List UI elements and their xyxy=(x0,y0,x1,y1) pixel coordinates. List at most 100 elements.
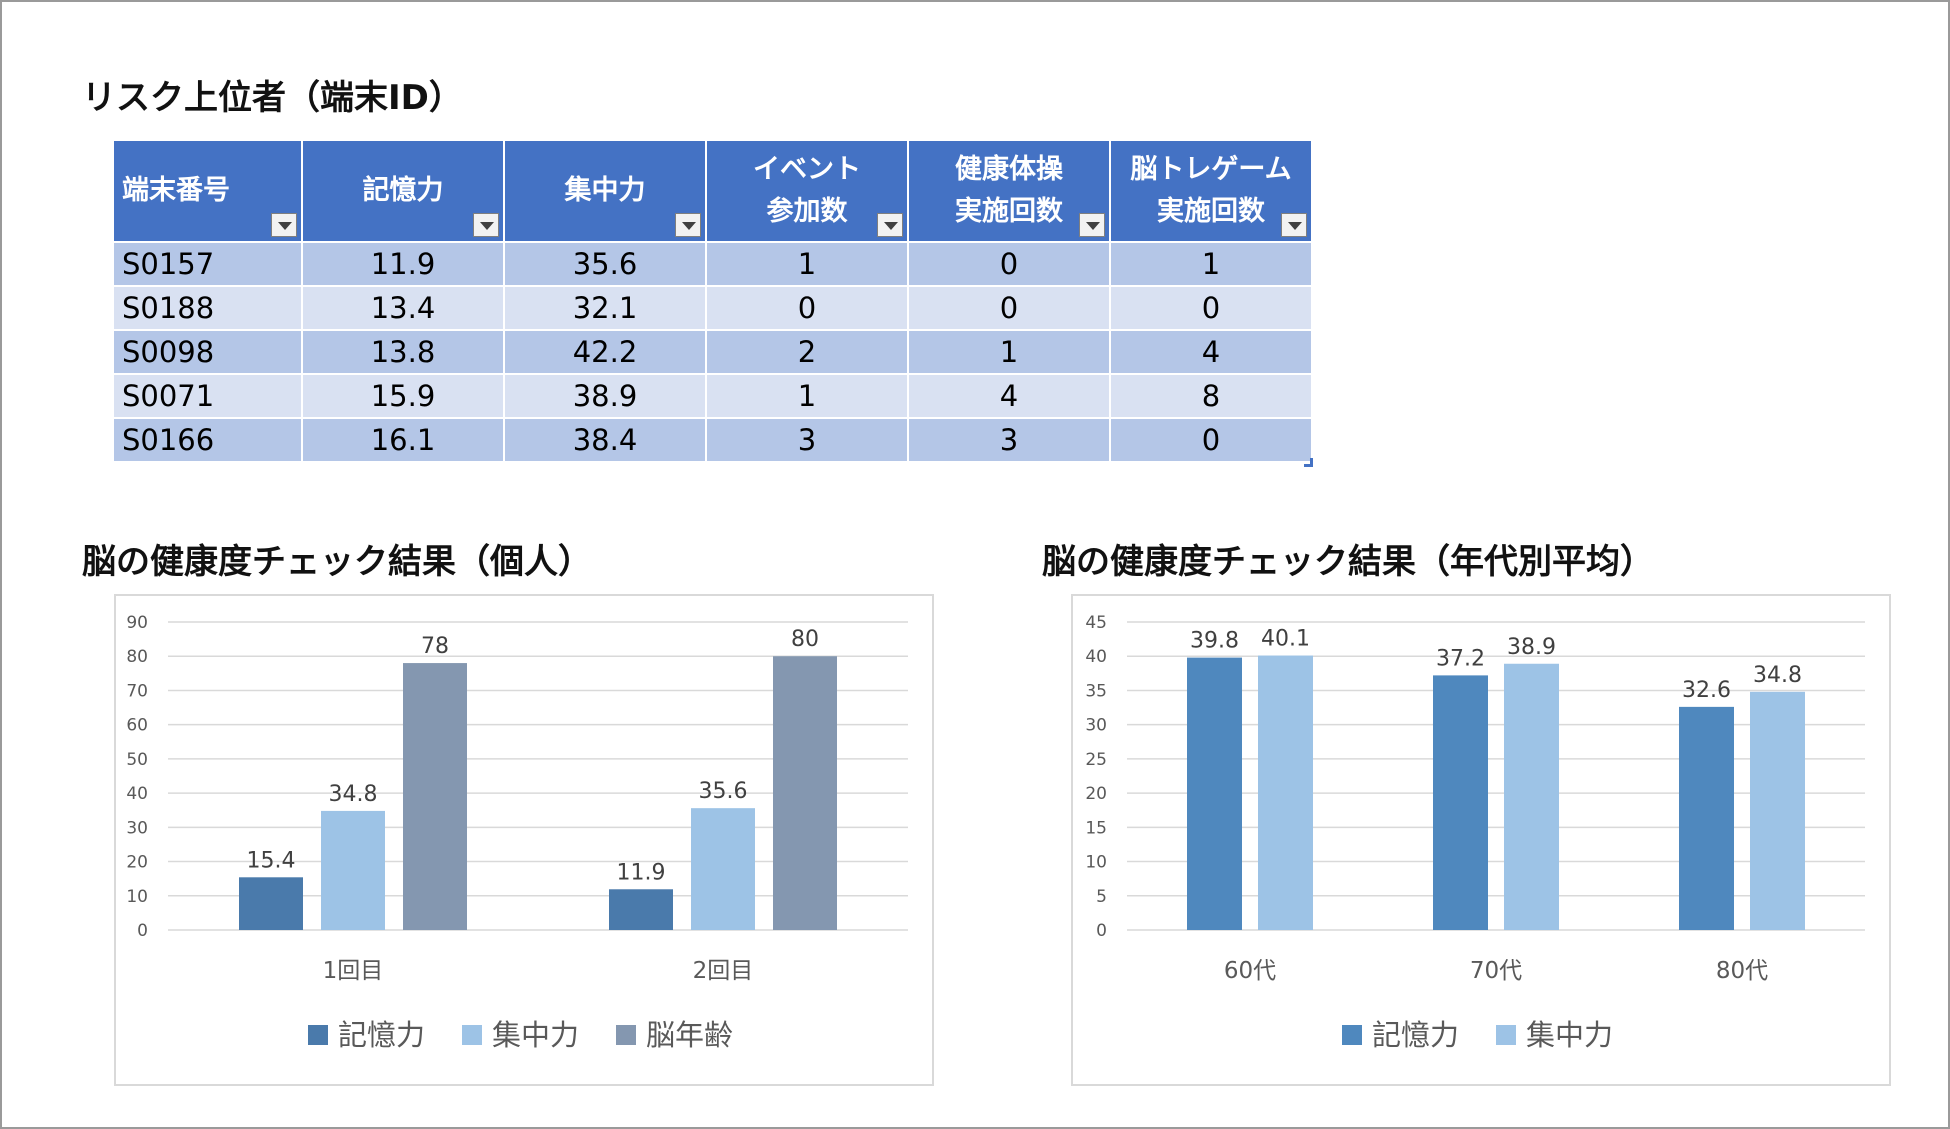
data-label: 37.2 xyxy=(1436,646,1485,671)
table-cell[interactable]: 32.1 xyxy=(504,286,707,331)
data-label: 35.6 xyxy=(699,779,748,804)
table-cell[interactable]: 0 xyxy=(706,286,909,331)
table-cell[interactable]: 0 xyxy=(1110,286,1313,331)
data-label: 11.9 xyxy=(617,860,666,885)
chart-title-individual: 脳の健康度チェック結果（個人） xyxy=(82,542,592,582)
table-cell[interactable]: 13.4 xyxy=(302,286,505,331)
data-label: 32.6 xyxy=(1682,678,1731,703)
filter-dropdown-button[interactable] xyxy=(675,213,701,237)
data-label: 40.1 xyxy=(1261,627,1310,652)
table-cell[interactable]: S0071 xyxy=(114,374,303,419)
legend-swatch xyxy=(1342,1025,1362,1045)
data-label: 80 xyxy=(791,627,819,652)
column-header-label: 記憶力 xyxy=(362,175,444,206)
x-tick-label: 60代 xyxy=(1224,958,1276,984)
filter-dropdown-button[interactable] xyxy=(1079,213,1105,237)
chart-individual[interactable]: 0 10 20 30 40 50 60 70 80 90 15.4 34.8 78 1回目 11.9 35.6… xyxy=(114,594,934,1086)
bar xyxy=(1433,675,1488,930)
column-header-exercise: 健康体操 実施回数 xyxy=(908,141,1111,243)
column-header-concentration: 集中力 xyxy=(504,141,707,243)
chart-age-average[interactable]: 0 5 10 15 20 25 30 35 40 45 39.8 40.1 60代 37.2 38.9 70代… xyxy=(1071,594,1891,1086)
data-label: 34.8 xyxy=(1753,663,1802,688)
table-row: S0098 13.8 42.2 2 1 4 xyxy=(114,330,1313,375)
x-tick-label: 1回目 xyxy=(323,958,384,984)
table-cell[interactable]: 16.1 xyxy=(302,418,505,463)
table-cell[interactable]: 1 xyxy=(1110,242,1313,287)
y-tick-label: 60 xyxy=(126,716,148,736)
legend-label: 記憶力 xyxy=(1372,1018,1459,1052)
y-tick-label: 40 xyxy=(1085,647,1107,667)
table-cell[interactable]: 8 xyxy=(1110,374,1313,419)
legend-label: 脳年齢 xyxy=(646,1018,733,1052)
column-header-label: 端末番号 xyxy=(122,175,230,206)
table-cell[interactable]: 0 xyxy=(908,242,1111,287)
filter-dropdown-button[interactable] xyxy=(473,213,499,237)
table-cell[interactable]: 1 xyxy=(908,330,1111,375)
filter-dropdown-button[interactable] xyxy=(877,213,903,237)
table-row: S0071 15.9 38.9 1 4 8 xyxy=(114,374,1313,419)
table-cell[interactable]: 15.9 xyxy=(302,374,505,419)
legend-swatch xyxy=(462,1025,482,1045)
y-tick-label: 80 xyxy=(126,647,148,667)
column-header-brain-game: 脳トレゲーム 実施回数 xyxy=(1110,141,1313,243)
y-tick-label: 30 xyxy=(126,818,148,838)
bar xyxy=(321,810,385,930)
table-cell[interactable]: 0 xyxy=(1110,418,1313,463)
bar xyxy=(1187,657,1242,930)
table-cell[interactable]: 13.8 xyxy=(302,330,505,375)
y-tick-label: 45 xyxy=(1085,613,1107,633)
y-tick-label: 5 xyxy=(1096,887,1107,907)
y-tick-label: 20 xyxy=(1085,784,1107,804)
y-tick-label: 50 xyxy=(126,750,148,770)
column-header-events: イベント 参加数 xyxy=(706,141,909,243)
table-cell[interactable]: 3 xyxy=(706,418,909,463)
y-tick-label: 35 xyxy=(1085,681,1107,701)
table-cell[interactable]: 4 xyxy=(1110,330,1313,375)
data-label: 15.4 xyxy=(247,848,296,873)
x-tick-label: 80代 xyxy=(1716,958,1768,984)
legend-swatch xyxy=(616,1025,636,1045)
chart-individual-svg: 0 10 20 30 40 50 60 70 80 90 15.4 34.8 78 1回目 11.9 35.6… xyxy=(126,613,908,1052)
x-tick-label: 70代 xyxy=(1470,958,1522,984)
risk-table: 端末番号 記憶力 集中力 イベント 参加数 健康体操 xyxy=(114,141,1313,463)
risk-table-title: リスク上位者（端末ID） xyxy=(82,78,463,118)
data-label: 78 xyxy=(421,634,449,659)
table-row: S0157 11.9 35.6 1 0 1 xyxy=(114,242,1313,287)
table-cell[interactable]: S0166 xyxy=(114,418,303,463)
bar xyxy=(1750,691,1805,930)
y-tick-label: 25 xyxy=(1085,750,1107,770)
table-cell[interactable]: 35.6 xyxy=(504,242,707,287)
y-tick-label: 0 xyxy=(137,921,148,941)
y-tick-label: 0 xyxy=(1096,921,1107,941)
table-cell[interactable]: 38.9 xyxy=(504,374,707,419)
table-cell[interactable]: 42.2 xyxy=(504,330,707,375)
table-cell[interactable]: S0157 xyxy=(114,242,303,287)
table-cell[interactable]: S0098 xyxy=(114,330,303,375)
table-cell[interactable]: 0 xyxy=(908,286,1111,331)
column-header-label: 健康体操 xyxy=(955,154,1063,185)
table-cell[interactable]: 3 xyxy=(908,418,1111,463)
legend-swatch xyxy=(1496,1025,1516,1045)
table-cell[interactable]: 11.9 xyxy=(302,242,505,287)
table-cell[interactable]: 38.4 xyxy=(504,418,707,463)
table-resize-handle[interactable] xyxy=(1304,458,1313,467)
bar xyxy=(239,877,303,930)
y-tick-label: 70 xyxy=(126,681,148,701)
table-cell[interactable]: 4 xyxy=(908,374,1111,419)
bar xyxy=(773,656,837,930)
bar xyxy=(1679,706,1734,930)
data-label: 34.8 xyxy=(329,782,378,807)
bar xyxy=(1504,663,1559,930)
table-cell[interactable]: S0188 xyxy=(114,286,303,331)
filter-dropdown-button[interactable] xyxy=(1281,213,1307,237)
table-cell[interactable]: 2 xyxy=(706,330,909,375)
filter-dropdown-button[interactable] xyxy=(271,213,297,237)
table-cell[interactable]: 1 xyxy=(706,374,909,419)
table-cell[interactable]: 1 xyxy=(706,242,909,287)
chart-age-average-svg: 0 5 10 15 20 25 30 35 40 45 39.8 40.1 60代 37.2 38.9 70代… xyxy=(1085,613,1865,1052)
bar xyxy=(1258,655,1313,930)
column-header-label: 脳トレゲーム xyxy=(1130,154,1292,185)
table-header-row: 端末番号 記憶力 集中力 イベント 参加数 健康体操 xyxy=(114,141,1313,243)
column-header-label: 集中力 xyxy=(564,175,646,206)
